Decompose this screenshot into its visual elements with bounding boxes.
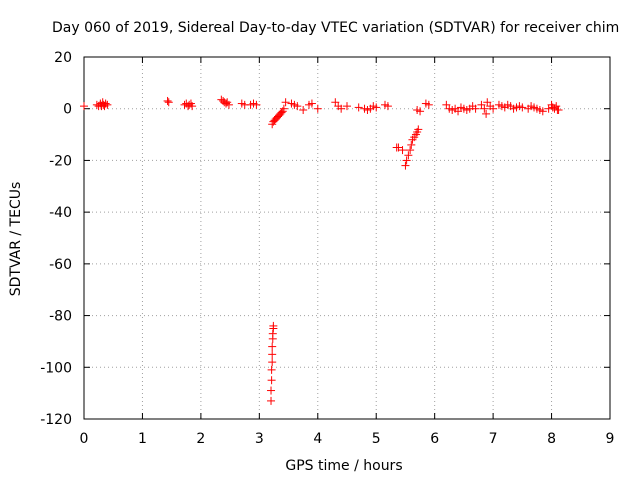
- data-point: [101, 99, 110, 108]
- data-point: [401, 161, 410, 170]
- x-tick-label: 8: [547, 431, 556, 447]
- data-point: [307, 99, 316, 108]
- data-point: [281, 98, 290, 107]
- data-point: [471, 104, 480, 113]
- data-point: [407, 140, 416, 149]
- data-point: [414, 125, 423, 134]
- x-tick-label: 2: [196, 431, 205, 447]
- data-point: [293, 102, 302, 111]
- data-point: [163, 96, 172, 105]
- tick-label-layer: 0 1 2 3 4 5 6 7 8 9 20 0 -20 -40 -60 -80 -100 -120: [40, 50, 614, 447]
- data-point: [268, 358, 277, 367]
- data-point: [354, 103, 363, 112]
- y-tick-label: -100: [40, 360, 72, 376]
- data-point: [267, 396, 276, 405]
- data-point: [394, 143, 403, 152]
- data-point: [313, 104, 322, 113]
- x-tick-label: 9: [606, 431, 615, 447]
- x-tick-label: 7: [489, 431, 498, 447]
- x-tick-label: 3: [255, 431, 264, 447]
- chart-title: Day 060 of 2019, Sidereal Day-to-day VTE…: [52, 20, 619, 36]
- y-tick-label: -60: [49, 257, 72, 273]
- data-point: [299, 106, 308, 115]
- plot-frame: [83, 56, 611, 420]
- data-point: [404, 151, 413, 160]
- data-point: [416, 107, 425, 116]
- data-point: [80, 102, 88, 111]
- data-point: [398, 146, 407, 155]
- data-point: [279, 104, 288, 113]
- y-tick-label: 0: [63, 102, 72, 118]
- y-tick-label: -120: [40, 412, 72, 428]
- data-point: [188, 102, 197, 111]
- x-tick-label: 4: [313, 431, 322, 447]
- y-tick-label: -40: [49, 205, 72, 221]
- x-tick-label: 1: [138, 431, 147, 447]
- data-point: [489, 104, 498, 113]
- data-point: [372, 103, 381, 112]
- data-point: [337, 104, 346, 113]
- data-point: [224, 100, 233, 109]
- data-point: [268, 350, 277, 359]
- y-tick-label: -20: [49, 153, 72, 169]
- data-point: [268, 329, 277, 338]
- data-point: [164, 98, 173, 107]
- data-point: [267, 386, 276, 395]
- y-tick-label: 20: [54, 50, 72, 66]
- data-points-layer: [80, 95, 563, 405]
- y-tick-label: -80: [49, 309, 72, 325]
- data-point: [424, 100, 433, 109]
- data-point: [268, 342, 277, 351]
- data-point: [402, 156, 411, 165]
- data-point: [480, 104, 489, 113]
- data-point: [267, 376, 276, 385]
- data-point: [554, 106, 563, 115]
- data-point: [383, 102, 392, 111]
- y-axis-label: SDTVAR / TECUs: [8, 182, 24, 297]
- data-point: [406, 146, 415, 155]
- data-point: [103, 100, 112, 109]
- data-point: [343, 102, 351, 111]
- grid-layer: [84, 57, 610, 419]
- data-point: [548, 103, 557, 112]
- data-point: [267, 365, 276, 374]
- data-point: [252, 100, 261, 109]
- data-point: [482, 109, 491, 118]
- x-tick-label: 0: [80, 431, 89, 447]
- data-point: [538, 107, 547, 116]
- x-tick-label: 6: [430, 431, 439, 447]
- data-point: [518, 103, 527, 112]
- data-point: [269, 321, 278, 330]
- x-tick-label: 5: [372, 431, 381, 447]
- x-axis-label: GPS time / hours: [285, 458, 402, 474]
